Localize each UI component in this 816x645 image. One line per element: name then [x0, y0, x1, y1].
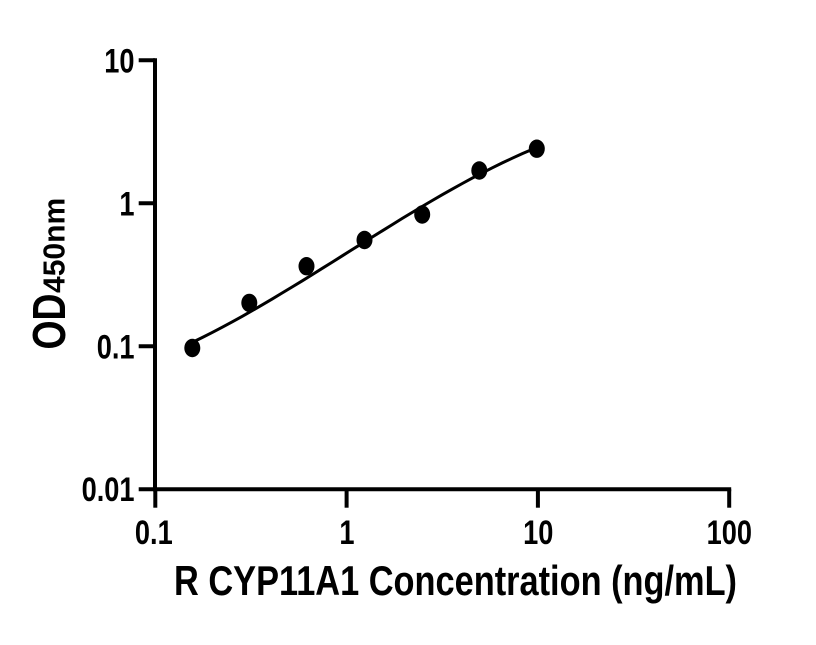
svg-text:R CYP11A1 Concentration (ng/mL: R CYP11A1 Concentration (ng/mL)	[174, 558, 737, 605]
svg-text:0.1: 0.1	[97, 327, 135, 366]
svg-text:450nm: 450nm	[37, 198, 72, 293]
svg-text:0.1: 0.1	[135, 513, 173, 552]
svg-text:1: 1	[339, 513, 354, 552]
svg-text:10: 10	[523, 513, 553, 552]
svg-text:1: 1	[119, 184, 134, 223]
svg-text:OD: OD	[23, 294, 75, 350]
svg-text:10: 10	[104, 41, 134, 80]
svg-text:100: 100	[707, 513, 752, 552]
svg-text:0.01: 0.01	[82, 470, 135, 509]
